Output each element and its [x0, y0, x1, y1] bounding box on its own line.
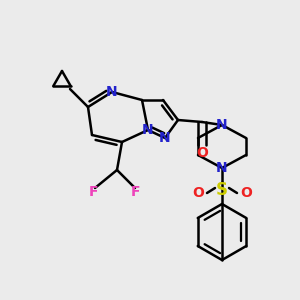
Text: N: N	[106, 85, 118, 99]
Text: O: O	[240, 186, 252, 200]
Text: N: N	[142, 123, 154, 137]
Text: O: O	[192, 186, 204, 200]
Text: F: F	[131, 185, 141, 199]
Text: S: S	[216, 181, 228, 199]
Text: F: F	[89, 185, 99, 199]
Text: N: N	[159, 131, 171, 145]
Text: N: N	[216, 118, 228, 132]
Text: O: O	[196, 146, 208, 160]
Text: N: N	[216, 161, 228, 175]
